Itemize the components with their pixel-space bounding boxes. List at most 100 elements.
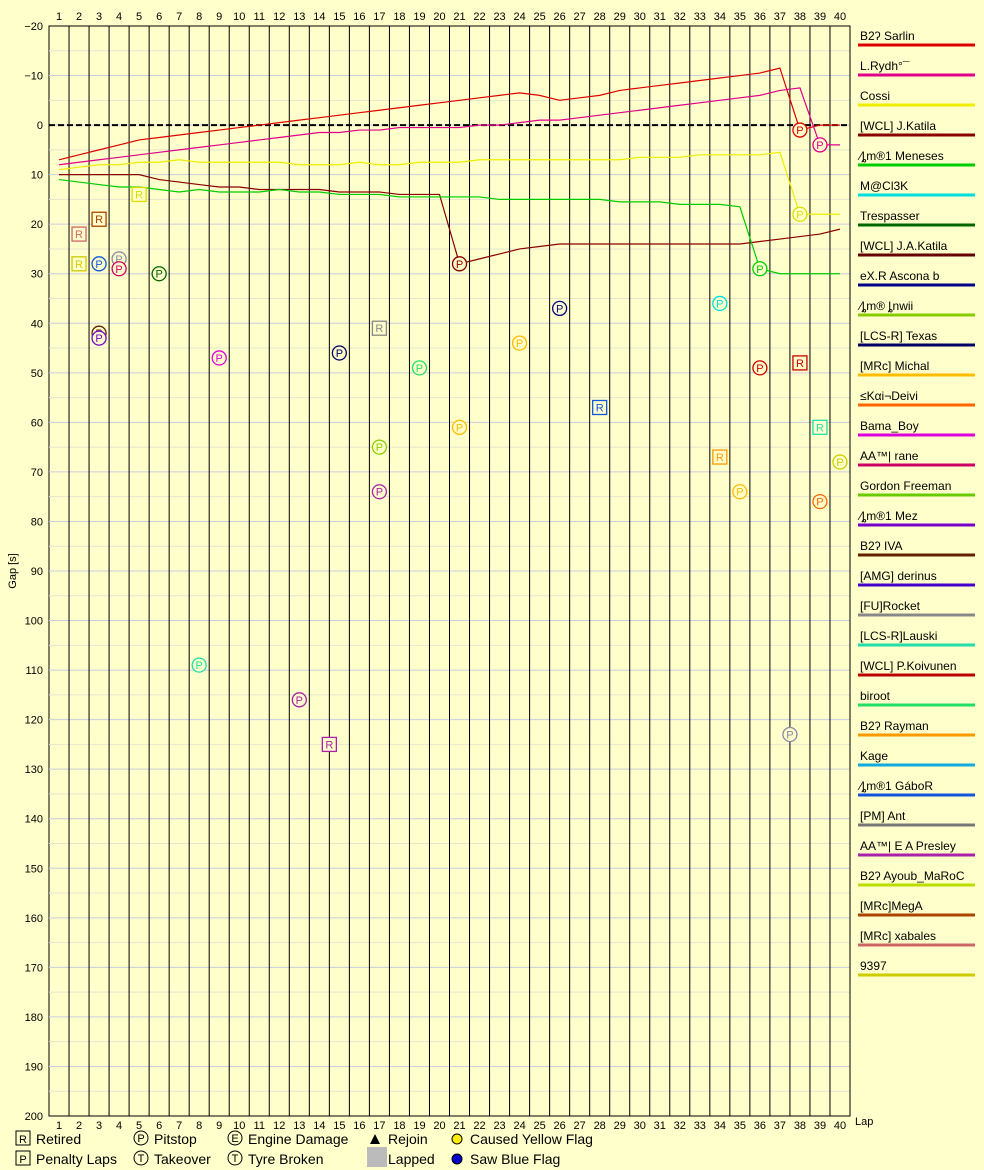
marker-legend-label: Retired <box>36 1131 81 1147</box>
x-tick-bottom: 34 <box>714 1120 726 1132</box>
circle-symbol <box>227 1130 243 1146</box>
x-tick-top: 15 <box>333 11 345 23</box>
x-tick-bottom: 3 <box>96 1120 102 1132</box>
x-tick-top: 14 <box>313 11 325 23</box>
x-tick-top: 33 <box>694 11 706 23</box>
x-tick-top: 10 <box>233 11 245 23</box>
pitstop-marker <box>151 266 167 282</box>
marker-legend-label: Penalty Laps <box>36 1151 117 1167</box>
pitstop-marker <box>511 335 528 351</box>
circle-symbol-letter: T <box>232 1153 239 1165</box>
x-tick-bottom: 5 <box>136 1120 142 1132</box>
driver-legend-label: Gordon Freeman <box>860 479 951 493</box>
y-tick: 70 <box>31 467 43 479</box>
x-tick-bottom: 21 <box>453 1120 465 1132</box>
driver-legend-label: 9397 <box>860 959 887 973</box>
x-tick-bottom: 23 <box>493 1120 505 1132</box>
retired-marker <box>592 399 608 416</box>
x-axis-label: Lap <box>855 1116 873 1128</box>
square-symbol-letter: R <box>19 1134 27 1146</box>
y-tick: −20 <box>24 21 43 33</box>
y-tick: 30 <box>31 269 43 281</box>
y-tick: 130 <box>25 764 43 776</box>
driver-legend-label: M@Cl3K <box>860 179 908 193</box>
x-tick-top: 11 <box>254 11 265 23</box>
x-tick-bottom: 12 <box>273 1120 285 1132</box>
pitstop-marker <box>211 350 227 366</box>
pitstop-marker <box>792 122 808 138</box>
y-tick: 110 <box>25 665 43 677</box>
x-tick-top: 4 <box>116 11 122 23</box>
x-tick-top: 22 <box>473 11 485 23</box>
x-tick-top: 37 <box>774 11 786 23</box>
x-tick-bottom: 24 <box>513 1120 525 1132</box>
x-tick-top: 9 <box>216 11 222 23</box>
marker-letter: R <box>716 452 724 464</box>
marker-letter: R <box>375 323 383 335</box>
pitstop-marker <box>732 484 748 500</box>
x-tick-top: 40 <box>834 11 846 23</box>
x-tick-top: 16 <box>353 11 365 23</box>
driver-legend-label: B2ʔ Sarlin <box>860 29 915 43</box>
circle-symbol-letter: P <box>137 1133 144 1145</box>
marker-letter: P <box>95 333 102 345</box>
driver-legend-label: biroot <box>860 689 891 703</box>
x-tick-bottom: 7 <box>176 1120 182 1132</box>
y-tick: 10 <box>31 170 43 182</box>
x-tick-top: 2 <box>76 11 82 23</box>
x-tick-top: 7 <box>176 11 182 23</box>
driver-legend-label: ≤Kαi¬Deivi <box>860 389 918 403</box>
pitstop-marker <box>812 493 828 510</box>
y-tick: 150 <box>25 863 43 875</box>
x-tick-top: 32 <box>674 11 686 23</box>
pitstop-marker <box>411 360 428 376</box>
y-tick: 170 <box>25 962 43 974</box>
marker-letter: P <box>796 125 803 137</box>
circle-symbol-letter: T <box>138 1153 145 1165</box>
x-tick-bottom: 35 <box>734 1120 746 1132</box>
pitstop-marker <box>111 261 127 277</box>
y-tick: 50 <box>31 368 43 380</box>
marker-letter: P <box>376 487 383 499</box>
x-tick-bottom: 17 <box>373 1120 385 1132</box>
y-axis-label: Gap [s] <box>7 553 19 588</box>
x-tick-top: 30 <box>634 11 646 23</box>
x-tick-bottom: 10 <box>233 1120 245 1132</box>
x-tick-bottom: 39 <box>814 1120 826 1132</box>
x-tick-bottom: 4 <box>116 1120 122 1132</box>
x-tick-bottom: 1 <box>56 1120 62 1132</box>
driver-legend-label: Trespasser <box>860 209 920 223</box>
x-tick-bottom: 30 <box>634 1120 646 1132</box>
series-line <box>58 178 840 275</box>
square-symbol-letter: P <box>19 1154 26 1166</box>
pitstop-marker <box>712 295 728 312</box>
y-tick: 200 <box>25 1111 43 1123</box>
x-tick-bottom: 19 <box>413 1120 425 1132</box>
x-tick-bottom: 40 <box>834 1120 846 1132</box>
x-tick-top: 24 <box>513 11 525 23</box>
series-line <box>58 151 840 215</box>
x-tick-bottom: 22 <box>473 1120 485 1132</box>
marker-letter: P <box>115 264 122 276</box>
x-tick-top: 38 <box>794 11 806 23</box>
event-markers: PPPPPPPPPPPRPPRRPRPRPPPPPPRPRRRRPPPPP <box>71 122 848 753</box>
x-tick-top: 18 <box>393 11 405 23</box>
marker-legend-label: Engine Damage <box>248 1131 349 1147</box>
marker-letter: P <box>736 487 743 499</box>
x-tick-top: 5 <box>136 11 142 23</box>
series-line <box>59 174 841 265</box>
driver-legend-label: [MRc] xabales <box>860 929 936 943</box>
driver-legend-label: [PM] Ant <box>860 809 906 823</box>
x-tick-bottom: 25 <box>533 1120 545 1132</box>
marker-letter: P <box>796 209 803 221</box>
flag-dot <box>451 1153 463 1165</box>
y-tick: 190 <box>25 1061 43 1073</box>
marker-letter: P <box>786 730 793 742</box>
marker-letter: P <box>416 363 423 375</box>
lapped-swatch <box>367 1147 387 1167</box>
x-tick-top: 34 <box>714 11 726 23</box>
marker-letter: R <box>596 403 604 415</box>
pitstop-marker <box>752 360 768 376</box>
x-tick-bottom: 13 <box>293 1120 305 1132</box>
marker-letter: P <box>196 660 203 672</box>
